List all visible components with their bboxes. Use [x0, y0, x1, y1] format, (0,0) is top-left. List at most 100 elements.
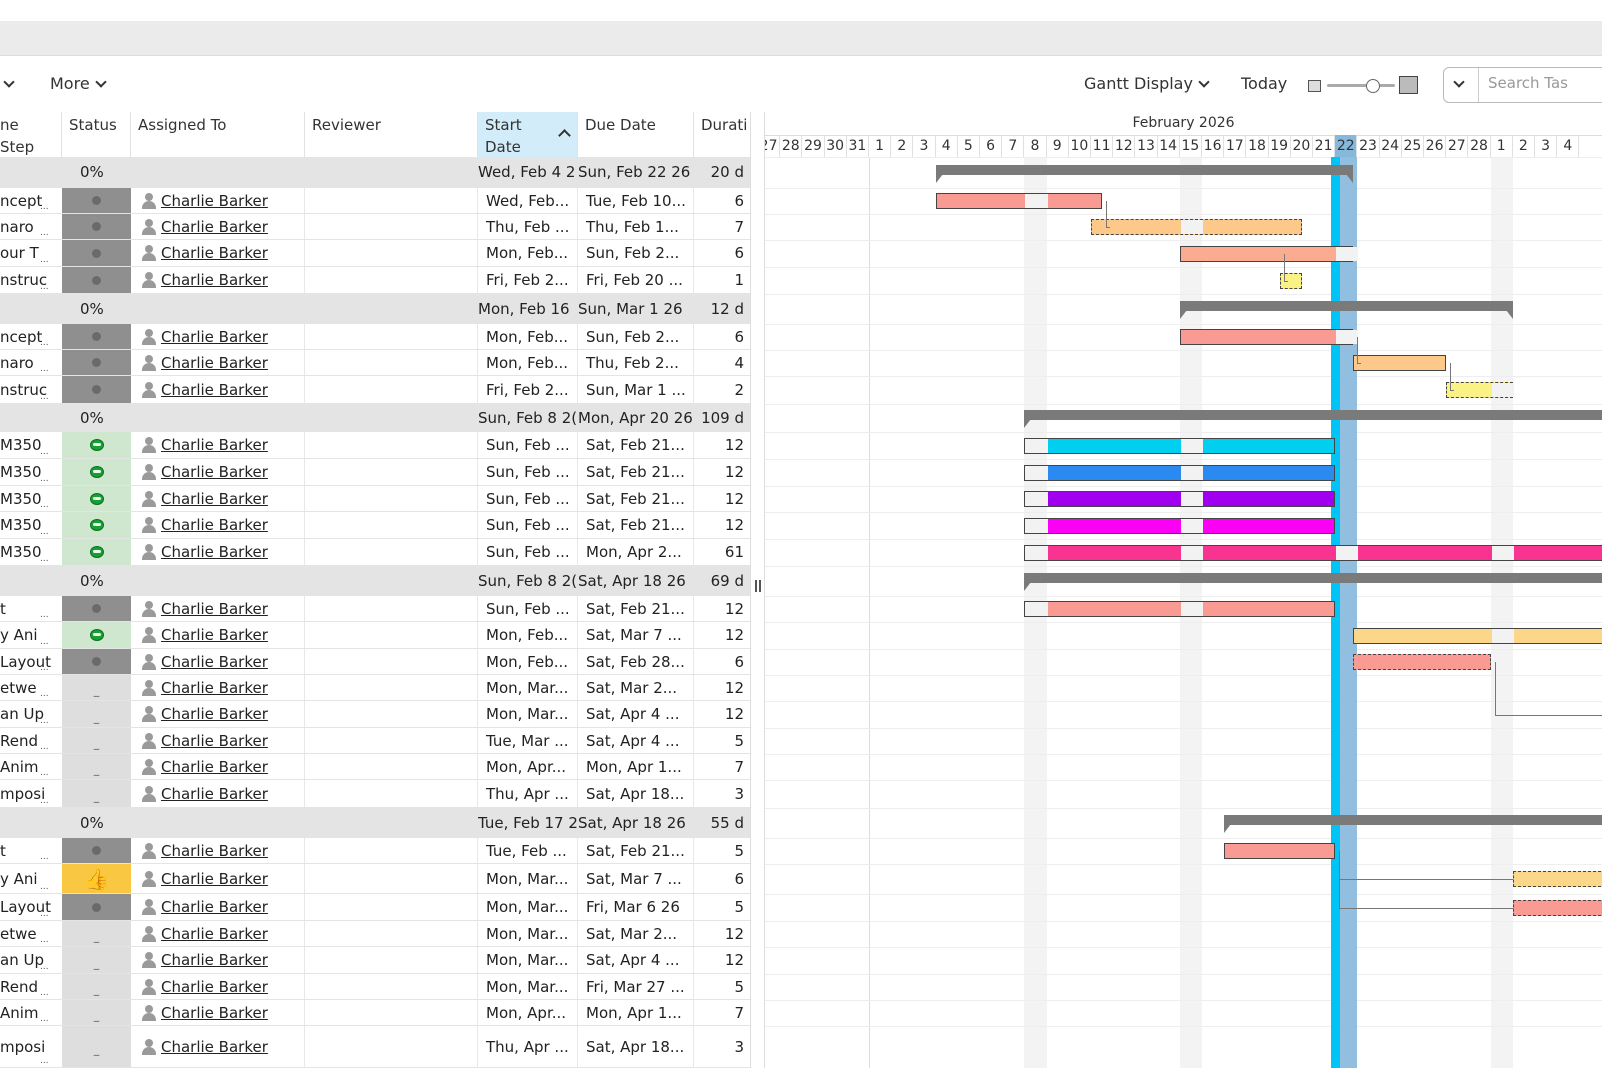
assignee-link[interactable]: Charlie Barker [161, 191, 268, 210]
step-cell[interactable]: Layout... [0, 649, 62, 674]
duration-cell[interactable]: 7 [734, 217, 744, 236]
table-row[interactable]: an Up... _ Charlie Barker Mon, Mar... Sat, A… [0, 947, 750, 974]
status-cell[interactable]: _ [62, 1026, 131, 1067]
table-row[interactable]: M350... Charlie Barker Sun, Feb ... Sat, Fe… [0, 459, 750, 486]
step-cell[interactable]: Anim... [0, 1000, 62, 1025]
status-cell[interactable] [62, 539, 131, 565]
start-date-cell[interactable]: Sun, Feb ... [478, 459, 578, 485]
assigned-cell[interactable]: Charlie Barker [131, 267, 305, 293]
reviewer-cell[interactable] [305, 188, 478, 213]
table-row[interactable]: nstruc... Charlie Barker Fri, Feb 2... Fri,… [0, 267, 750, 294]
start-date-cell[interactable]: Mon, Mar... [478, 701, 578, 727]
due-date-cell[interactable]: Sun, Mar 1 ... [578, 376, 694, 403]
start-date-cell[interactable]: Mon, Feb... [478, 649, 578, 674]
table-row[interactable]: mposi... _ Charlie Barker Thu, Apr ... Sat, … [0, 780, 750, 808]
assignee-link[interactable]: Charlie Barker [161, 731, 268, 750]
group-row[interactable]: 0% Wed, Feb 4 2 Sun, Feb 22 26 20 d [0, 157, 750, 188]
overflow-chevron[interactable] [0, 74, 15, 93]
step-cell[interactable]: nstruc... [0, 376, 62, 403]
table-row[interactable]: naro... Charlie Barker Mon, Feb... Thu, Feb… [0, 350, 750, 376]
zoom-knob[interactable] [1366, 79, 1380, 93]
due-date-cell[interactable]: Sat, Mar 2... [578, 921, 694, 946]
step-cell[interactable]: mposi... [0, 1026, 62, 1067]
reviewer-cell[interactable] [305, 780, 478, 807]
assigned-cell[interactable]: Charlie Barker [131, 459, 305, 485]
step-cell[interactable]: t... [0, 596, 62, 621]
start-date-cell[interactable]: Wed, Feb... [478, 188, 578, 213]
due-date-cell[interactable]: Sat, Apr 18... [578, 780, 694, 807]
assigned-cell[interactable]: Charlie Barker [131, 947, 305, 973]
start-date-cell[interactable]: Mon, Mar... [478, 675, 578, 700]
duration-cell[interactable]: 3 [734, 784, 744, 803]
start-date-cell[interactable]: Thu, Apr ... [478, 780, 578, 807]
start-date-cell[interactable]: Mon, Mar... [478, 974, 578, 999]
summary-bar[interactable] [1024, 573, 1602, 591]
assigned-cell[interactable]: Charlie Barker [131, 350, 305, 375]
reviewer-cell[interactable] [305, 894, 478, 920]
zoom-track[interactable] [1327, 84, 1395, 87]
duration-cell[interactable]: 1 [734, 271, 744, 289]
assignee-link[interactable]: Charlie Barker [161, 841, 268, 860]
status-cell[interactable] [62, 350, 131, 375]
due-date-cell[interactable]: Sat, Apr 4 ... [578, 701, 694, 727]
assigned-cell[interactable]: Charlie Barker [131, 324, 305, 349]
duration-cell[interactable]: 61 [724, 543, 744, 561]
reviewer-cell[interactable] [305, 622, 478, 648]
due-date-cell[interactable]: Sat, Mar 7 ... [578, 864, 694, 893]
assigned-cell[interactable]: Charlie Barker [131, 596, 305, 621]
duration-cell[interactable]: 2 [734, 380, 744, 399]
duration-cell[interactable]: 12 [724, 516, 744, 534]
status-cell[interactable] [62, 188, 131, 213]
status-cell[interactable] [62, 324, 131, 349]
gantt-display-button[interactable]: Gantt Display [1084, 74, 1210, 93]
status-cell[interactable] [62, 838, 131, 863]
duration-cell[interactable]: 12 [724, 951, 744, 969]
duration-cell[interactable]: 4 [734, 353, 744, 372]
assignee-link[interactable]: Charlie Barker [161, 652, 268, 671]
column-header-status[interactable]: Status [62, 112, 131, 157]
task-bar[interactable] [1446, 382, 1514, 398]
table-row[interactable]: M350... Charlie Barker Sun, Feb ... Mon, Ap… [0, 539, 750, 566]
start-date-cell[interactable]: Mon, Mar... [478, 864, 578, 893]
duration-cell[interactable]: 12 [724, 599, 744, 618]
search-scope-dropdown[interactable] [1444, 68, 1479, 102]
due-date-cell[interactable]: Fri, Mar 27 ... [578, 974, 694, 999]
step-cell[interactable]: ncept... [0, 188, 62, 213]
reviewer-cell[interactable] [305, 649, 478, 674]
assigned-cell[interactable]: Charlie Barker [131, 486, 305, 511]
task-bar[interactable] [1024, 601, 1336, 617]
assignee-link[interactable]: Charlie Barker [161, 463, 268, 481]
task-bar[interactable] [1179, 245, 1359, 262]
status-cell[interactable] [62, 267, 131, 293]
assigned-cell[interactable]: Charlie Barker [131, 214, 305, 239]
status-cell[interactable] [62, 894, 131, 920]
task-bar[interactable] [1024, 517, 1336, 534]
duration-cell[interactable]: 7 [734, 757, 744, 776]
start-date-cell[interactable]: Thu, Feb ... [478, 214, 578, 239]
due-date-cell[interactable]: Fri, Mar 6 26 [578, 894, 694, 920]
assigned-cell[interactable]: Charlie Barker [131, 675, 305, 700]
more-menu-button[interactable]: More [50, 74, 107, 93]
search-input[interactable] [1488, 74, 1602, 92]
duration-cell[interactable]: 12 [724, 463, 744, 481]
step-cell[interactable]: etwe... [0, 675, 62, 700]
reviewer-cell[interactable] [305, 838, 478, 863]
duration-cell[interactable]: 12 [724, 678, 744, 697]
assignee-link[interactable]: Charlie Barker [161, 757, 268, 776]
assignee-link[interactable]: Charlie Barker [161, 678, 268, 697]
due-date-cell[interactable]: Sat, Feb 21... [578, 838, 694, 863]
assignee-link[interactable]: Charlie Barker [161, 436, 268, 454]
assignee-link[interactable]: Charlie Barker [161, 626, 268, 644]
status-cell[interactable] [62, 432, 131, 458]
step-cell[interactable]: Layout... [0, 894, 62, 920]
step-cell[interactable]: etwe... [0, 921, 62, 946]
summary-bar[interactable] [1179, 301, 1513, 319]
status-cell[interactable]: _ [62, 1000, 131, 1025]
duration-cell[interactable]: 6 [734, 869, 744, 888]
assignee-link[interactable]: Charlie Barker [161, 1037, 268, 1056]
assignee-link[interactable]: Charlie Barker [161, 784, 268, 803]
assignee-link[interactable]: Charlie Barker [161, 705, 268, 723]
splitter-grip-icon[interactable] [755, 580, 761, 592]
duration-cell[interactable]: 5 [734, 731, 744, 750]
step-cell[interactable]: M350... [0, 432, 62, 458]
